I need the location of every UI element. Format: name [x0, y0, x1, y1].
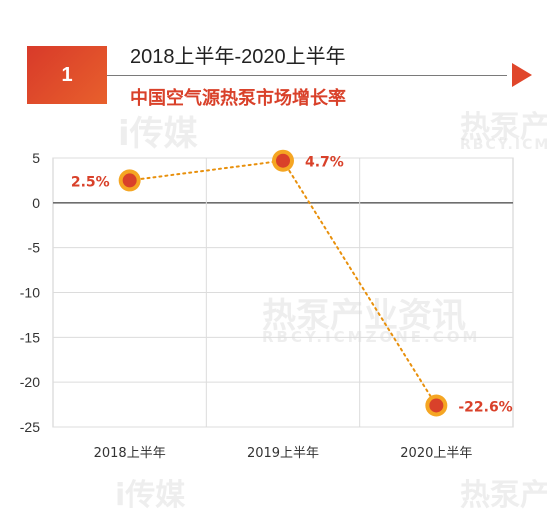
- y-tick-label: -20: [20, 374, 40, 390]
- x-tick-label: 2020上半年: [400, 446, 472, 461]
- data-point: [429, 398, 444, 413]
- chart-title: 中国空气源热泵市场增长率: [130, 88, 346, 109]
- series-line-segment: [282, 159, 438, 407]
- series-line-segment: [128, 159, 284, 182]
- y-tick-label: -10: [20, 285, 40, 301]
- data-label: 4.7%: [305, 155, 344, 171]
- x-tick-label: 2018上半年: [94, 446, 166, 461]
- arrow-right-icon: [512, 63, 532, 87]
- x-tick-label: 2019上半年: [247, 446, 319, 461]
- line-chart: 5 0 -5 -10 -15 -20 -25 2018上半年 2019上半年 2020上半年 2.5…: [20, 149, 514, 461]
- data-label: 2.5%: [71, 174, 110, 190]
- y-tick-label: -5: [28, 240, 41, 256]
- header-divider: [107, 75, 507, 76]
- data-label: -22.6%: [458, 399, 512, 415]
- chart-header: 1 2018上半年-2020上半年 中国空气源热泵市场增长率: [0, 0, 547, 120]
- y-tick-label: 5: [32, 150, 40, 166]
- period-label: 2018上半年-2020上半年: [130, 46, 346, 68]
- chart-number-badge: 1: [27, 46, 107, 104]
- data-point: [122, 173, 137, 188]
- y-tick-label: 0: [32, 195, 40, 211]
- y-tick-label: -25: [20, 419, 40, 435]
- data-point: [276, 153, 290, 168]
- y-tick-label: -15: [20, 329, 40, 345]
